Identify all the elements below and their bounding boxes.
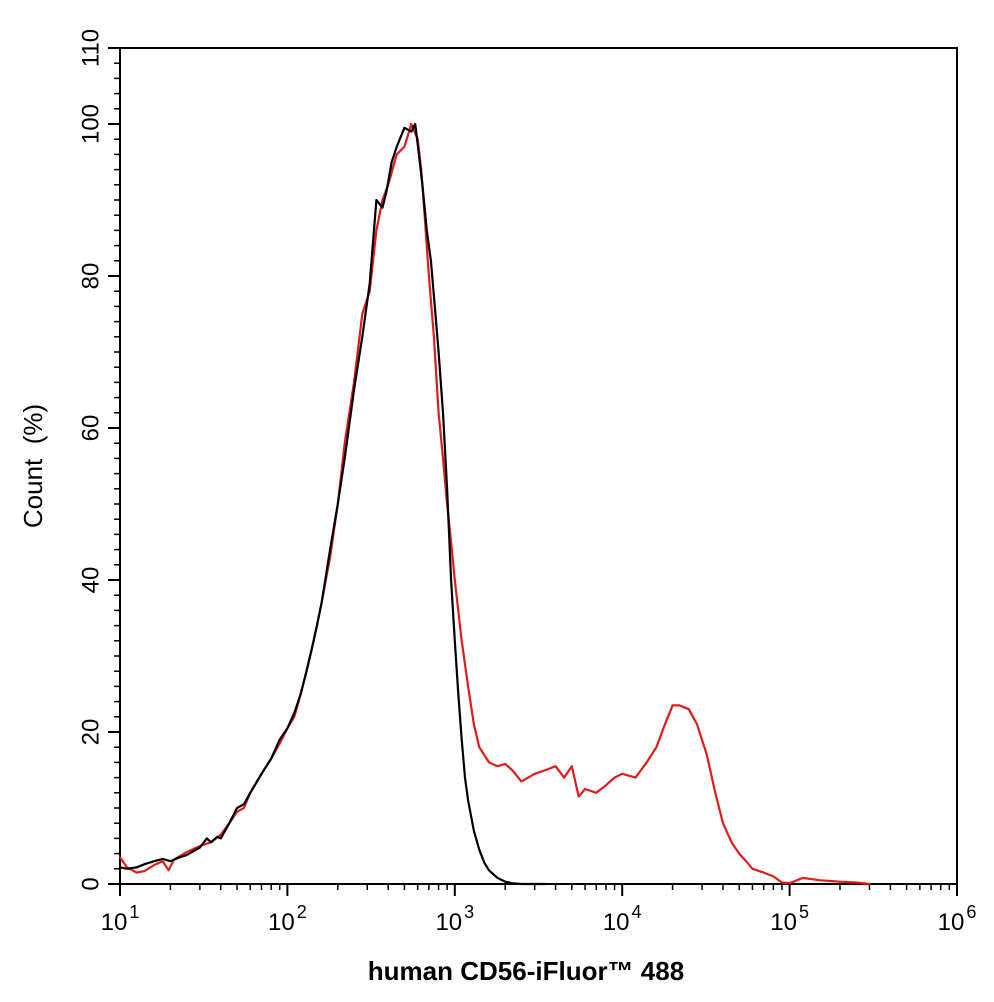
y-tick-label: 80 (77, 263, 104, 290)
x-minor-ticks (169, 884, 951, 890)
x-tick-label-base: 10 (938, 909, 965, 936)
series-line-1 (118, 122, 871, 886)
x-tick-label: 10 6 (938, 902, 977, 936)
x-tick-label: 10 2 (268, 902, 307, 936)
y-tick-label: 0 (77, 877, 104, 890)
x-tick-label-exponent: 4 (632, 902, 642, 922)
x-tick-label: 10 4 (603, 902, 642, 936)
x-tick-label-base: 10 (268, 909, 295, 936)
x-tick-label-exponent: 3 (464, 902, 474, 922)
x-tick-label-exponent: 6 (966, 902, 976, 922)
y-axis-ticks: 0 20 40 60 80 100 110 (77, 29, 120, 891)
plot-frame (119, 47, 958, 885)
x-tick-label: 10 1 (101, 902, 140, 936)
y-tick-label: 100 (77, 104, 104, 144)
x-tick-label: 10 5 (770, 902, 809, 936)
series-line-2 (118, 122, 548, 886)
x-tick-label-base: 10 (603, 909, 630, 936)
x-tick-label-exponent: 5 (799, 902, 809, 922)
series-group (118, 122, 871, 886)
y-tick-label: 40 (77, 567, 104, 594)
x-tick-label-base: 10 (435, 909, 462, 936)
x-axis-title: human CD56-iFluor™ 488 (368, 956, 684, 986)
y-tick-label: 20 (77, 719, 104, 746)
y-tick-label: 110 (77, 29, 104, 67)
x-tick-label-base: 10 (101, 909, 128, 936)
x-tick-label-base: 10 (770, 909, 797, 936)
x-axis-ticks: 10 1 10 2 10 3 10 4 10 5 10 6 (101, 884, 977, 936)
y-tick-label: 60 (77, 415, 104, 442)
x-tick-label-exponent: 2 (297, 902, 307, 922)
x-tick-label: 10 3 (435, 902, 474, 936)
x-tick-label-exponent: 1 (129, 902, 139, 922)
y-axis-title: Count (%) (18, 404, 48, 528)
